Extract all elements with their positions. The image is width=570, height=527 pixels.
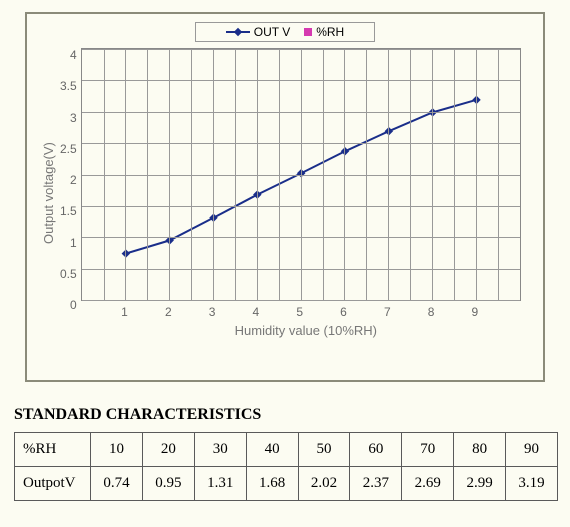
legend-label-rh: %RH — [316, 25, 344, 39]
y-tick: 3.5 — [60, 79, 77, 93]
table-cell: 70 — [402, 433, 454, 467]
table-cell: 50 — [298, 433, 350, 467]
plot-area-wrap: Output voltage(V) 43.532.521.510.50 1234… — [39, 48, 531, 338]
x-tick: 4 — [253, 305, 260, 319]
x-tick: 3 — [209, 305, 216, 319]
x-axis-ticks: 1 2 3 4 5 6 7 8 9 — [81, 305, 531, 319]
grid-line — [279, 49, 280, 300]
grid-line — [454, 49, 455, 300]
x-tick: 2 — [165, 305, 172, 319]
grid-line — [301, 49, 302, 300]
grid-line — [235, 49, 236, 300]
legend-marker-square-icon — [304, 28, 312, 36]
grid-line — [323, 49, 324, 300]
y-tick: 2.5 — [60, 142, 77, 156]
grid-line — [147, 49, 148, 300]
table-cell: 30 — [194, 433, 246, 467]
grid-line — [388, 49, 389, 300]
grid-line — [344, 49, 345, 300]
table-cell: 2.37 — [350, 467, 402, 501]
row-head-outv: OutpotV — [15, 467, 91, 501]
x-tick: 9 — [472, 305, 479, 319]
y-tick: 1 — [60, 236, 77, 250]
x-tick: 8 — [428, 305, 435, 319]
table-cell: 60 — [350, 433, 402, 467]
x-tick: 5 — [296, 305, 303, 319]
grid-line — [169, 49, 170, 300]
table-cell: 1.68 — [246, 467, 298, 501]
x-tick: 6 — [340, 305, 347, 319]
table-cell: 1.31 — [194, 467, 246, 501]
table-cell: 40 — [246, 433, 298, 467]
grid-line — [432, 49, 433, 300]
table-cell: 0.74 — [91, 467, 143, 501]
grid-line — [125, 49, 126, 300]
table-cell: 2.99 — [454, 467, 506, 501]
legend-label-outv: OUT V — [254, 25, 290, 39]
grid-line — [498, 49, 499, 300]
grid-line — [104, 49, 105, 300]
grid-line — [213, 49, 214, 300]
row-head-rh: %RH — [15, 433, 91, 467]
legend-marker-line-icon — [226, 31, 250, 33]
grid-line — [191, 49, 192, 300]
grid-line — [410, 49, 411, 300]
grid-line — [476, 49, 477, 300]
plot-area — [81, 48, 521, 301]
chart-container: OUT V %RH Output voltage(V) 4 3.5 3 2.5 2 1.5… — [25, 12, 545, 382]
table-title: STANDARD CHARACTERISTICS — [14, 406, 558, 424]
table-cell: 3.19 — [506, 467, 558, 501]
x-tick: 7 — [384, 305, 391, 319]
chart-legend: OUT V %RH — [195, 22, 375, 42]
table-row: %RH 10 20 30 40 50 60 70 80 90 — [15, 433, 558, 467]
grid-line — [366, 49, 367, 300]
table-cell: 90 — [506, 433, 558, 467]
table-cell: 80 — [454, 433, 506, 467]
legend-item-rh: %RH — [304, 25, 344, 39]
table-cell: 2.02 — [298, 467, 350, 501]
x-tick: 1 — [121, 305, 128, 319]
y-tick: 2 — [60, 173, 77, 187]
characteristics-table: %RH 10 20 30 40 50 60 70 80 90 OutpotV 0… — [14, 432, 558, 501]
y-axis-label: Output voltage(V) — [39, 48, 58, 338]
y-tick: 0.5 — [60, 267, 77, 281]
y-tick: 4 — [60, 48, 77, 62]
table-row: OutpotV 0.74 0.95 1.31 1.68 2.02 2.37 2.… — [15, 467, 558, 501]
y-tick: 0 — [60, 298, 77, 312]
grid-line — [82, 300, 520, 301]
x-axis-label: Humidity value (10%RH) — [81, 323, 531, 338]
y-tick: 1.5 — [60, 204, 77, 218]
grid-line — [257, 49, 258, 300]
y-axis-ticks: 4 3.5 3 2.5 2 1.5 1 0.5 0 — [58, 48, 81, 312]
y-tick: 3 — [60, 111, 77, 125]
table-cell: 0.95 — [142, 467, 194, 501]
table-cell: 20 — [142, 433, 194, 467]
legend-item-outv: OUT V — [226, 25, 290, 39]
table-cell: 10 — [91, 433, 143, 467]
table-cell: 2.69 — [402, 467, 454, 501]
